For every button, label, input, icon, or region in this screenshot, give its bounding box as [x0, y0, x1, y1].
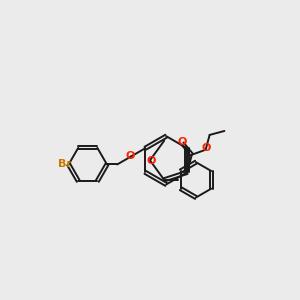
Text: O: O [178, 137, 187, 147]
Text: O: O [201, 143, 211, 153]
Text: O: O [146, 156, 156, 166]
Text: O: O [126, 151, 135, 161]
Text: Br: Br [58, 159, 72, 170]
